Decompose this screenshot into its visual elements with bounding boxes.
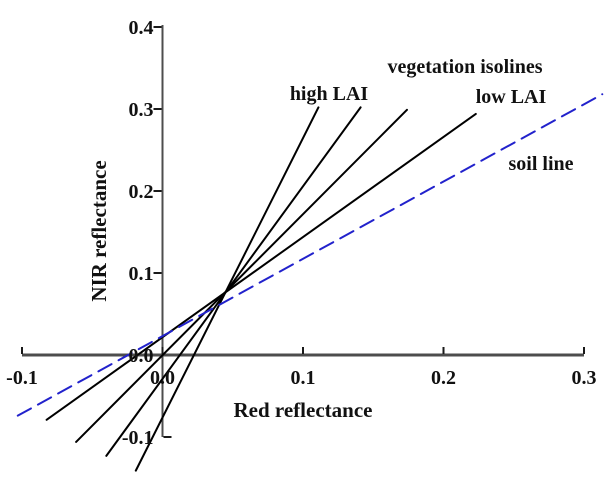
soil-line-line bbox=[16, 93, 604, 417]
x-axis-title: Red reflectance bbox=[234, 398, 373, 422]
low-lai-label: low LAI bbox=[476, 86, 547, 108]
vegetation-isolines-label: vegetation isolines bbox=[388, 56, 543, 78]
y-tick-label: 0.2 bbox=[129, 181, 154, 203]
y-tick-label: -0.1 bbox=[122, 427, 154, 449]
isoline-low-lai-line bbox=[45, 112, 477, 421]
y-tick-label: 0.3 bbox=[129, 99, 154, 121]
y-tick-label: 0.1 bbox=[129, 263, 154, 285]
x-tick-label: 0.0 bbox=[150, 367, 175, 389]
x-tick-label: 0.1 bbox=[291, 367, 316, 389]
x-tick-label: -0.1 bbox=[6, 367, 38, 389]
soil-line-label: soil line bbox=[508, 153, 573, 175]
y-tick-label: 0.4 bbox=[129, 17, 154, 39]
isoline-2-line bbox=[105, 106, 362, 457]
x-tick-label: 0.3 bbox=[572, 367, 597, 389]
y-tick-label: 0.0 bbox=[129, 345, 154, 367]
high-lai-label: high LAI bbox=[290, 83, 369, 105]
isoline-3-line bbox=[75, 108, 408, 443]
x-tick-label: 0.2 bbox=[431, 367, 456, 389]
y-axis-title: NIR reflectance bbox=[87, 160, 111, 301]
axes-layer bbox=[21, 25, 585, 438]
series-layer bbox=[16, 93, 604, 472]
tick-labels-layer: -0.1 0.0 0.1 0.2 0.3 0.4 0.3 0.2 0.1 0.0 -0.1 bbox=[6, 17, 596, 449]
